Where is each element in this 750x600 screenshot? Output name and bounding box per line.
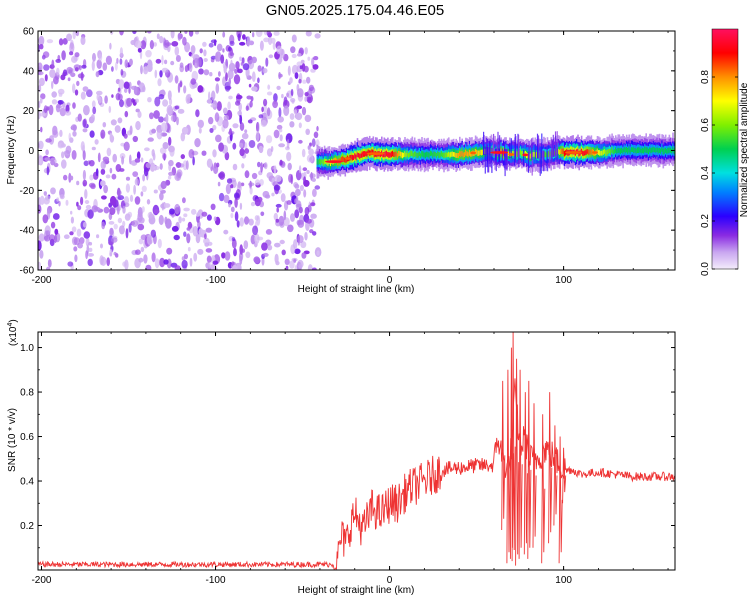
snr-axes: -200 -100 0 100 0.2 0.4 0.6 0.8 1.0 — [20, 332, 675, 586]
snr-x-axis-label: Height of straight line (km) — [298, 585, 415, 596]
snr-spike — [558, 436, 563, 564]
band-hotspot — [581, 151, 588, 154]
spectrogram-x-tick-label: -100 — [206, 275, 226, 286]
spectrogram-y-tick-label: -20 — [20, 186, 35, 197]
snr-panel: -200 -100 0 100 0.2 0.4 0.6 0.8 1.0 Height of st… — [7, 319, 676, 596]
snr-y-tick-label: 0.2 — [20, 521, 34, 532]
snr-spike — [532, 403, 537, 548]
noise-speckle — [38, 31, 322, 270]
band-hotspot — [591, 151, 598, 154]
snr-scale-label: (x104) — [7, 319, 19, 346]
colorbar-tick-label: 0.4 — [700, 166, 711, 180]
band-hotspot — [470, 151, 477, 155]
chart-title: GN05.2025.175.04.46.E05 — [265, 2, 445, 19]
band-hotspot — [508, 153, 515, 156]
snr-x-tick-label: -200 — [31, 575, 51, 586]
snr-spike — [501, 380, 506, 531]
spectrogram-y-axis-label: Frequency (Hz) — [6, 116, 17, 185]
spectrogram-y-tick-label: 0 — [28, 146, 34, 157]
snr-scale-suffix: ) — [8, 319, 19, 322]
snr-spike — [511, 332, 516, 562]
snr-spike — [506, 369, 511, 564]
signal-band — [316, 131, 675, 180]
spectrogram-y-tick-label: -60 — [20, 266, 35, 277]
snr-series-line — [38, 378, 675, 570]
snr-spike — [527, 380, 532, 559]
svg-text:(x104): (x104) — [7, 319, 19, 346]
snr-y-tick-label: 0.6 — [20, 432, 34, 443]
band-hotspot — [344, 157, 351, 160]
colorbar-tick-label: 0.0 — [700, 262, 711, 276]
snr-y-axis-label: SNR (10 * v/v) — [7, 408, 18, 472]
colorbar-gradient — [711, 28, 739, 270]
band-hotspot — [490, 151, 509, 154]
spectrogram-y-tick-label: 20 — [23, 106, 35, 117]
band-hotspot — [324, 160, 343, 164]
spectrogram-y-tick-label: 60 — [23, 27, 35, 38]
snr-spike — [518, 369, 523, 559]
band-hotspot — [386, 153, 393, 156]
spectrogram-plot-area — [38, 31, 675, 270]
band-hotspot — [366, 152, 385, 156]
snr-spike — [515, 358, 520, 566]
band-hotspot — [565, 151, 584, 154]
spectrogram-y-tick-label: -40 — [20, 226, 35, 237]
snr-spike — [523, 392, 528, 555]
snr-spike — [562, 447, 567, 504]
snr-frame — [37, 331, 676, 571]
snr-x-tick-label: -100 — [206, 575, 226, 586]
snr-scale-prefix: (x10 — [8, 326, 19, 346]
snr-y-tick-label: 0.8 — [20, 388, 34, 399]
snr-spike — [509, 347, 514, 559]
snr-x-tick-label: 100 — [555, 575, 572, 586]
colorbar: 0.0 0.2 0.4 0.6 0.8 Normalized spectral ampl… — [700, 28, 750, 276]
spectrogram-x-tick-label: 100 — [555, 275, 572, 286]
spectrogram-y-tick-label: 40 — [23, 66, 35, 77]
snr-y-tick-label: 1.0 — [20, 343, 34, 354]
snr-x-tick-label: 0 — [387, 575, 393, 586]
snr-spikes — [501, 332, 567, 566]
colorbar-tick-label: 0.2 — [700, 214, 711, 228]
snr-spike — [553, 425, 558, 526]
band-hotspot — [522, 153, 529, 157]
colorbar-ticks: 0.0 0.2 0.4 0.6 0.8 — [700, 70, 738, 276]
snr-plot-area — [38, 332, 675, 570]
colorbar-tick-label: 0.8 — [700, 70, 711, 84]
band-hotspot — [362, 152, 369, 155]
spectrogram-x-tick-label: 0 — [387, 275, 393, 286]
snr-y-tick-label: 0.4 — [20, 477, 34, 488]
spectrogram-x-tick-label: -200 — [31, 275, 51, 286]
snr-spike — [541, 414, 546, 564]
snr-scale-exponent: 4 — [7, 323, 14, 327]
colorbar-label: Normalized spectral amplitude — [739, 82, 750, 217]
spectrogram-x-axis-label: Height of straight line (km) — [298, 284, 415, 295]
snr-spike — [548, 392, 553, 544]
colorbar-tick-label: 0.6 — [700, 118, 711, 132]
